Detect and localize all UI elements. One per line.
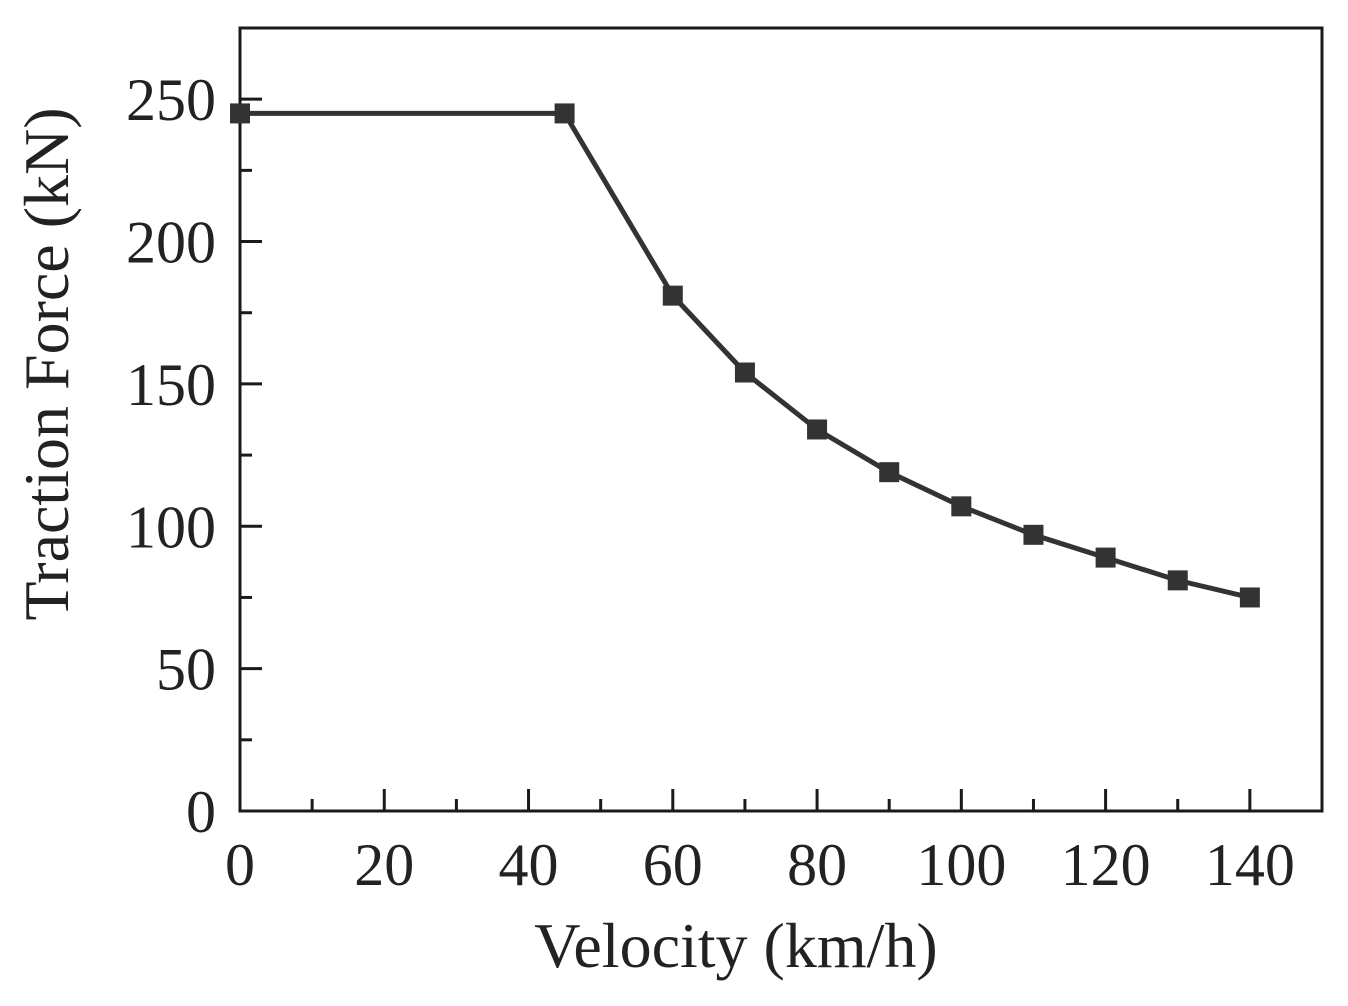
x-tick-label: 120 [1061, 832, 1151, 898]
data-point-marker [230, 103, 250, 124]
series-line [240, 110, 1251, 600]
y-tick-label: 0 [186, 779, 216, 845]
data-point-marker [807, 419, 828, 440]
x-tick-label: 20 [354, 832, 414, 898]
ticks [238, 97, 1252, 813]
y-tick-label: 250 [126, 67, 216, 133]
data-point-marker [1167, 570, 1188, 591]
data-point-marker [1239, 587, 1260, 608]
y-tick-label: 150 [126, 352, 216, 418]
x-tick-label: 140 [1205, 832, 1295, 898]
y-axis-title: Traction Force (kN) [11, 107, 82, 620]
x-tick-label: 0 [225, 832, 255, 898]
series [230, 103, 1260, 608]
plot-frame [238, 26, 1324, 813]
data-point-marker [554, 103, 575, 124]
x-tick-label: 60 [643, 832, 703, 898]
y-tick-label: 50 [156, 637, 216, 703]
data-point-marker [662, 285, 683, 306]
data-point-marker [951, 496, 972, 517]
data-point-marker [1023, 524, 1044, 545]
y-tick-label: 100 [126, 494, 216, 560]
axes [238, 26, 1324, 813]
labels: Velocity (km/h) Traction Force (kN) 0 20 4… [11, 67, 1295, 981]
data-point-marker [734, 362, 755, 383]
y-tick-label: 200 [126, 210, 216, 276]
x-tick-label: 100 [916, 832, 1006, 898]
data-point-marker [1095, 547, 1116, 568]
x-axis-title: Velocity (km/h) [534, 910, 937, 981]
x-tick-label: 80 [787, 832, 847, 898]
data-point-marker [879, 462, 900, 483]
x-tick-label: 40 [499, 832, 559, 898]
